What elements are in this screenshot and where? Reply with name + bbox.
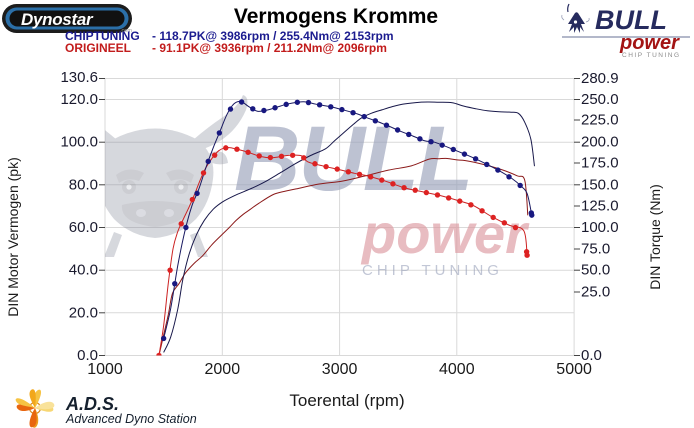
svg-text:120.0: 120.0	[60, 91, 98, 108]
svg-text:- 91.1PK@ 3936rpm / 211.2Nm@ 2: - 91.1PK@ 3936rpm / 211.2Nm@ 2096rpm	[152, 41, 387, 55]
svg-text:2000: 2000	[205, 361, 241, 378]
svg-text:40.0: 40.0	[69, 262, 98, 279]
svg-text:80.0: 80.0	[69, 176, 98, 193]
svg-text:power: power	[619, 32, 680, 54]
svg-text:50.0: 50.0	[581, 262, 610, 279]
svg-text:175.0: 175.0	[581, 155, 619, 172]
svg-text:3000: 3000	[322, 361, 358, 378]
svg-text:100.0: 100.0	[581, 219, 619, 236]
svg-text:DIN Motor Vermogen (pk): DIN Motor Vermogen (pk)	[5, 157, 21, 317]
svg-text:BULL: BULL	[595, 5, 667, 35]
svg-text:4000: 4000	[439, 361, 475, 378]
svg-text:CHIP TUNING: CHIP TUNING	[622, 52, 681, 59]
svg-text:A.D.S.: A.D.S.	[65, 394, 119, 414]
svg-text:20.0: 20.0	[69, 304, 98, 321]
svg-text:Toerental (rpm): Toerental (rpm)	[289, 391, 404, 410]
svg-text:150.0: 150.0	[581, 176, 619, 193]
svg-text:250.0: 250.0	[581, 91, 619, 108]
svg-text:100.0: 100.0	[60, 134, 98, 151]
svg-text:25.0: 25.0	[581, 284, 610, 301]
svg-text:Dynostar: Dynostar	[21, 10, 94, 29]
svg-text:Advanced Dyno Station: Advanced Dyno Station	[65, 412, 197, 426]
svg-text:DIN Torque (Nm): DIN Torque (Nm)	[647, 184, 663, 290]
svg-text:power: power	[360, 202, 530, 265]
svg-text:ORIGINEEL: ORIGINEEL	[65, 41, 131, 55]
svg-text:125.0: 125.0	[581, 198, 619, 215]
svg-text:225.0: 225.0	[581, 112, 619, 129]
svg-text:Vermogens Kromme: Vermogens Kromme	[234, 5, 438, 28]
svg-text:280.9: 280.9	[581, 70, 619, 87]
svg-text:75.0: 75.0	[581, 241, 610, 258]
svg-text:1000: 1000	[87, 361, 123, 378]
svg-text:5000: 5000	[556, 361, 592, 378]
svg-text:60.0: 60.0	[69, 219, 98, 236]
svg-text:130.6: 130.6	[60, 69, 98, 86]
svg-text:CHIP TUNING: CHIP TUNING	[362, 262, 503, 279]
svg-text:200.0: 200.0	[581, 134, 619, 151]
